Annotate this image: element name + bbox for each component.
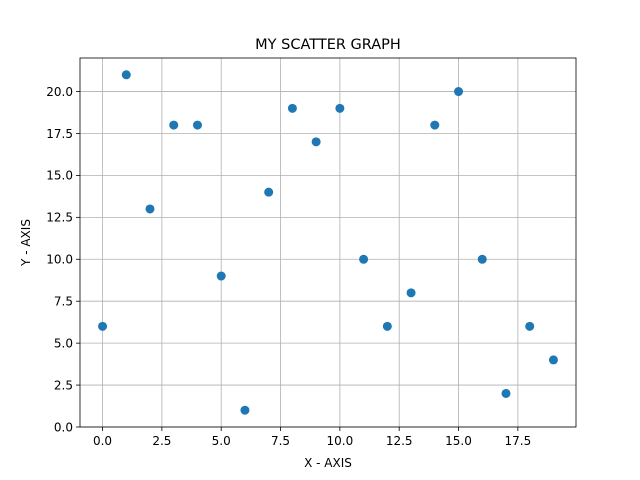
x-tick-label: 17.5 (504, 434, 531, 448)
y-tick-label: 10.0 (46, 253, 73, 267)
scatter-point (287, 103, 297, 113)
scatter-point (264, 187, 274, 197)
scatter-point (98, 321, 108, 331)
y-tick-label: 5.0 (54, 336, 73, 350)
y-tick-label: 12.5 (46, 211, 73, 225)
scatter-point (121, 70, 131, 80)
scatter-point (501, 388, 511, 398)
y-tick-label: 7.5 (54, 295, 73, 309)
axis-ticks: 0.0 2.5 5.0 7.5 10.0 12.5 15.0 17.5 0.0 2.5 5.0 7.5… (46, 85, 531, 448)
scatter-point (216, 271, 226, 281)
x-tick-label: 7.5 (271, 434, 290, 448)
x-tick-label: 12.5 (386, 434, 413, 448)
scatter-point (430, 120, 440, 130)
plot-frame (79, 57, 577, 428)
x-tick-label: 15.0 (445, 434, 472, 448)
grid (80, 58, 576, 428)
y-tick-label: 20.0 (46, 85, 73, 99)
y-tick-label: 15.0 (46, 169, 73, 183)
scatter-point (335, 103, 345, 113)
x-axis-label: X - AXIS (304, 456, 352, 470)
y-tick-label: 0.0 (54, 420, 73, 434)
scatter-point (359, 254, 369, 264)
scatter-point (169, 120, 179, 130)
scatter-point (311, 137, 321, 147)
scatter-points (98, 70, 558, 415)
scatter-point (477, 254, 487, 264)
x-tick-label: 0.0 (93, 434, 112, 448)
y-tick-label: 17.5 (46, 127, 73, 141)
y-axis-label: Y - AXIS (19, 219, 33, 267)
x-tick-label: 10.0 (327, 434, 354, 448)
scatter-point (145, 204, 155, 214)
scatter-point (406, 288, 416, 298)
scatter-point (525, 321, 535, 331)
x-tick-label: 5.0 (212, 434, 231, 448)
scatter-point (240, 405, 250, 415)
scatter-point (454, 87, 464, 97)
chart-title: MY SCATTER GRAPH (255, 37, 401, 53)
x-tick-label: 2.5 (152, 434, 171, 448)
scatter-point (548, 355, 558, 365)
scatter-point (192, 120, 202, 130)
scatter-point (382, 321, 392, 331)
y-tick-label: 2.5 (54, 378, 73, 392)
